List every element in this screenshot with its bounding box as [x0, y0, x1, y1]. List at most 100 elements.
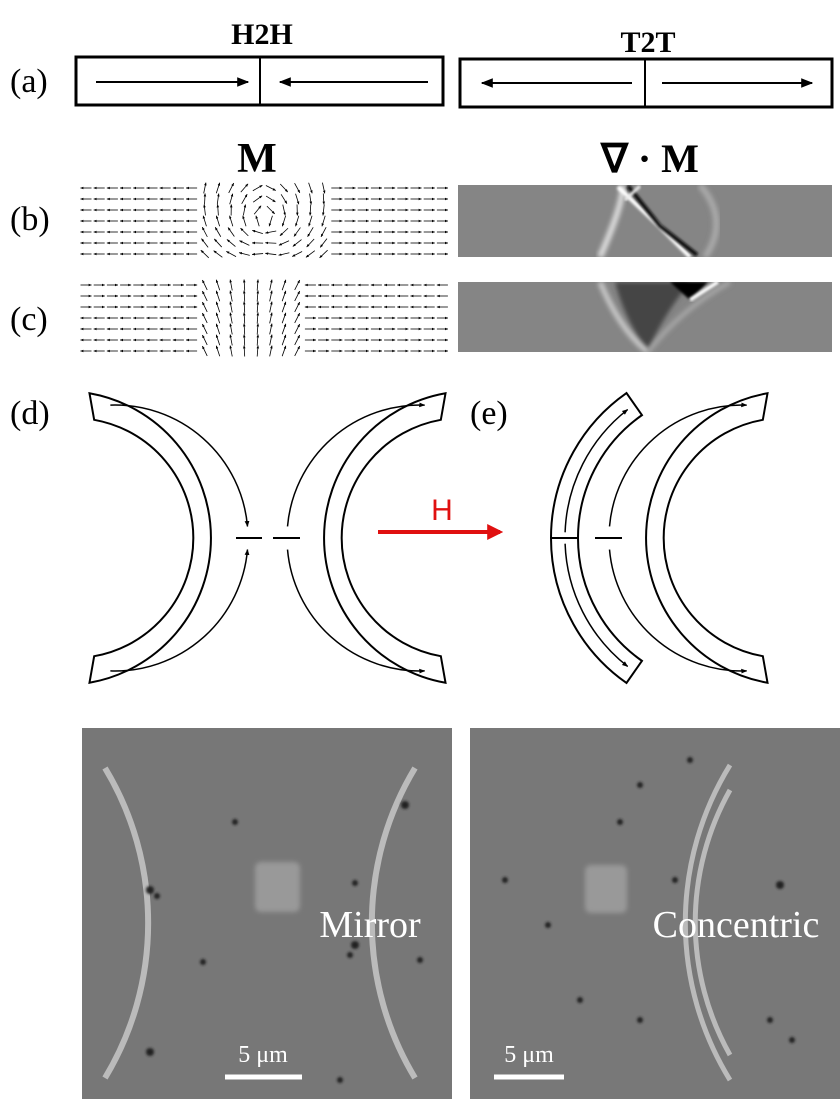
field-arrow [256, 290, 260, 302]
field-arrow [281, 334, 287, 346]
field-arrow [281, 323, 287, 335]
field-arrow [281, 279, 287, 291]
field-arrow [294, 323, 301, 335]
field-arrow [256, 323, 260, 335]
ring-arrow [286, 402, 426, 527]
ring-arrow [110, 548, 250, 672]
micrograph [470, 728, 840, 1099]
field-arrow [269, 334, 273, 346]
field-arrow [215, 215, 221, 227]
panel-label: (e) [470, 395, 508, 432]
vector-field [80, 279, 449, 357]
field-arrow [281, 215, 287, 227]
field-arrow [269, 279, 273, 291]
field-arrow [229, 301, 233, 313]
field-arrow [215, 182, 221, 194]
field-arrow [295, 193, 300, 205]
field-arrow [252, 184, 263, 192]
field-arrow [241, 193, 248, 204]
field-arrow [256, 279, 260, 291]
field-arrow [252, 230, 263, 234]
field-label: H [431, 494, 453, 527]
field-arrow [294, 301, 301, 313]
field-arrow [213, 250, 223, 258]
field-arrow [294, 334, 301, 346]
ring [645, 391, 769, 685]
field-arrow [202, 323, 208, 335]
panel-label: (c) [10, 301, 48, 338]
field-arrow [229, 334, 233, 346]
field-arrow [280, 194, 288, 204]
field-arrow [293, 227, 301, 237]
column-title: M [237, 136, 277, 182]
field-arrow [256, 301, 260, 313]
field-arrow [203, 193, 207, 205]
t2t-title: T2T [620, 26, 675, 59]
field-arrow [229, 323, 233, 335]
field-arrow [214, 226, 222, 237]
field-arrow [269, 323, 273, 335]
field-arrow [201, 226, 208, 238]
field-arrow [265, 252, 277, 256]
field-arrow [202, 345, 208, 357]
field-arrow [203, 204, 206, 216]
field-arrow [269, 301, 273, 313]
field-arrow [229, 279, 233, 291]
field-arrow [269, 312, 273, 324]
field-arrow [307, 227, 314, 237]
field-arrow [242, 345, 246, 357]
field-arrow [322, 182, 326, 194]
field-arrow [265, 195, 276, 203]
h2h-title: H2H [231, 18, 293, 51]
field-arrow [214, 238, 222, 248]
field-arrow [226, 251, 237, 257]
field-arrow [242, 290, 246, 302]
field-arrow [322, 193, 326, 205]
field-arrow [215, 290, 221, 302]
h2h-strip [74, 55, 445, 107]
field-arrow [215, 301, 221, 313]
field-arrow [268, 215, 273, 227]
field-arrow [255, 215, 260, 227]
image-caption: Mirror [319, 904, 421, 946]
field-arrow [322, 204, 325, 216]
field-arrow [319, 238, 328, 248]
field-arrow [202, 215, 207, 227]
field-arrow [238, 252, 250, 256]
ring-arrow [564, 543, 629, 668]
field-arrow [202, 301, 208, 313]
field-arrow [202, 312, 208, 324]
field-arrow [202, 279, 208, 291]
image-caption: Concentric [653, 904, 820, 946]
field-arrow [215, 334, 221, 346]
field-arrow [306, 238, 315, 248]
field-arrow [294, 279, 301, 291]
field-arrow [202, 334, 208, 346]
divergence-map [458, 282, 832, 352]
field-arrow [242, 312, 246, 324]
field-arrow [252, 195, 263, 203]
field-arrow [281, 312, 287, 324]
field-arrow [308, 182, 313, 194]
field-arrow [251, 252, 264, 256]
field-arrow [305, 250, 316, 258]
vector-field [80, 182, 449, 259]
field-arrow [203, 182, 207, 194]
field-arrow [215, 323, 221, 335]
ring-arrow [608, 549, 748, 674]
field-arrow [240, 227, 249, 237]
panel-label: (a) [10, 63, 48, 100]
ring-diagram [88, 391, 769, 685]
field-arrow [308, 204, 312, 216]
ring [323, 391, 447, 685]
divergence-map [458, 185, 832, 257]
field-arrow [239, 240, 250, 246]
field-arrow [279, 227, 289, 237]
field-arrow [321, 215, 326, 227]
field-arrow [278, 240, 290, 246]
field-arrow [216, 204, 220, 216]
field-arrow [295, 215, 300, 227]
field-arrow [294, 312, 301, 324]
field-arrow [256, 345, 260, 357]
